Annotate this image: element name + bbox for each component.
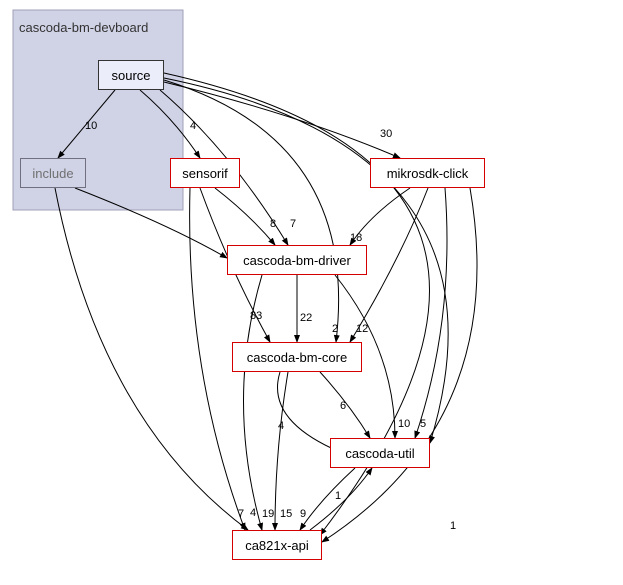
edge-label: 1 bbox=[335, 490, 341, 502]
node-bmdriver[interactable]: cascoda-bm-driver bbox=[227, 245, 367, 275]
edge-label: 5 bbox=[420, 418, 426, 430]
edge-label: 1 bbox=[450, 520, 456, 532]
edge bbox=[415, 188, 447, 438]
edge-label: 7 bbox=[290, 218, 296, 230]
edge-label: 15 bbox=[280, 508, 292, 520]
edge-label: 10 bbox=[398, 418, 410, 430]
edge-label: 4 bbox=[250, 507, 256, 519]
edge-label: 18 bbox=[350, 232, 362, 244]
node-api[interactable]: ca821x-api bbox=[232, 530, 322, 560]
node-bmcore[interactable]: cascoda-bm-core bbox=[232, 342, 362, 372]
edge-label: 9 bbox=[300, 508, 306, 520]
edge-label: 22 bbox=[300, 312, 312, 324]
edge-label: 30 bbox=[380, 128, 392, 140]
edge-label: 6 bbox=[340, 400, 346, 412]
edge-label: 4 bbox=[278, 420, 284, 432]
outer-box-label: cascoda-bm-devboard bbox=[19, 20, 148, 35]
edge-label: 8 bbox=[270, 218, 276, 230]
node-include[interactable]: include bbox=[20, 158, 86, 188]
edge-label: 7 bbox=[238, 508, 244, 520]
edge-label: 2 bbox=[332, 323, 338, 335]
node-source[interactable]: source bbox=[98, 60, 164, 90]
edge bbox=[215, 188, 275, 245]
edge bbox=[275, 372, 288, 530]
edge-label: 19 bbox=[262, 508, 274, 520]
node-sensorif[interactable]: sensorif bbox=[170, 158, 240, 188]
node-util[interactable]: cascoda-util bbox=[330, 438, 430, 468]
edge-label: 4 bbox=[190, 120, 196, 132]
edge-label: 83 bbox=[250, 310, 262, 322]
edge-label: 12 bbox=[356, 323, 368, 335]
edge-label: 10 bbox=[85, 120, 97, 132]
edge bbox=[55, 188, 248, 530]
node-mikrosdk[interactable]: mikrosdk-click bbox=[370, 158, 485, 188]
